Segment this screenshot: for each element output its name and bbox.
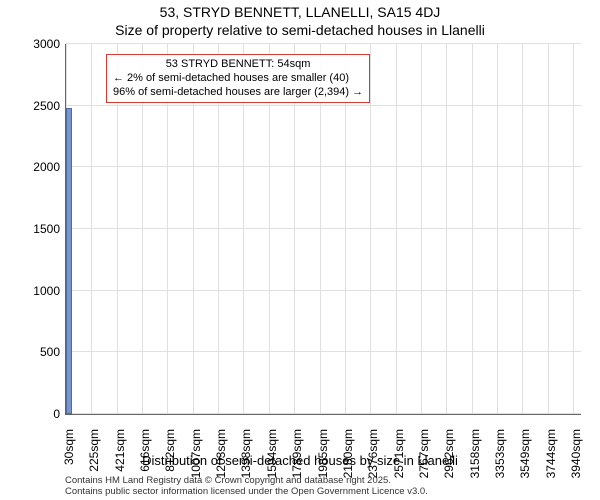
gridline-h	[66, 290, 581, 291]
x-tick-label: 1203sqm	[214, 429, 228, 478]
chart-subtitle: Size of property relative to semi-detach…	[0, 22, 600, 38]
x-tick-label: 2376sqm	[366, 429, 380, 478]
x-tick-label: 3940sqm	[569, 429, 583, 478]
gridline-v	[446, 44, 447, 414]
gridline-v	[396, 44, 397, 414]
y-tick-label: 500	[10, 345, 60, 359]
x-tick-label: 421sqm	[113, 429, 127, 472]
gridline-v	[370, 44, 371, 414]
gridline-h	[66, 166, 581, 167]
x-tick-label: 225sqm	[87, 429, 101, 472]
annotation-line1: 53 STRYD BENNETT: 54sqm	[113, 58, 363, 72]
y-tick-label: 2500	[10, 99, 60, 113]
gridline-v	[91, 44, 92, 414]
x-tick-label: 1985sqm	[316, 429, 330, 478]
y-tick-label: 0	[10, 407, 60, 421]
x-tick-label: 2571sqm	[392, 429, 406, 478]
gridline-v	[573, 44, 574, 414]
annotation-box: 53 STRYD BENNETT: 54sqm ← 2% of semi-det…	[106, 54, 370, 103]
gridline-h	[66, 351, 581, 352]
gridline-v	[421, 44, 422, 414]
x-tick-label: 812sqm	[163, 429, 177, 472]
footer-line2: Contains public sector information licen…	[65, 487, 428, 498]
gridline-h	[66, 105, 581, 106]
x-tick-label: 1398sqm	[239, 429, 253, 478]
x-tick-label: 30sqm	[62, 429, 76, 465]
x-tick-label: 3158sqm	[468, 429, 482, 478]
x-tick-label: 2767sqm	[417, 429, 431, 478]
x-tick-label: 3549sqm	[518, 429, 532, 478]
x-tick-label: 3353sqm	[493, 429, 507, 478]
x-tick-label: 2962sqm	[442, 429, 456, 478]
y-tick-label: 1500	[10, 222, 60, 236]
x-tick-label: 3744sqm	[544, 429, 558, 478]
gridline-v	[548, 44, 549, 414]
x-tick-label: 1789sqm	[290, 429, 304, 478]
x-tick-label: 616sqm	[138, 429, 152, 472]
gridline-v	[497, 44, 498, 414]
annotation-line3: 96% of semi-detached houses are larger (…	[113, 86, 363, 100]
x-tick-label: 1594sqm	[265, 429, 279, 478]
y-tick-label: 2000	[10, 160, 60, 174]
footer-attribution: Contains HM Land Registry data © Crown c…	[65, 476, 428, 498]
plot-area: 53 STRYD BENNETT: 54sqm ← 2% of semi-det…	[65, 44, 581, 415]
x-tick-label: 2180sqm	[341, 429, 355, 478]
property-size-chart: 53, STRYD BENNETT, LLANELLI, SA15 4DJ Si…	[0, 0, 600, 500]
x-tick-label: 1007sqm	[189, 429, 203, 478]
y-tick-label: 1000	[10, 284, 60, 298]
gridline-h	[66, 43, 581, 44]
gridline-v	[472, 44, 473, 414]
chart-title-line1: 53, STRYD BENNETT, LLANELLI, SA15 4DJ	[0, 4, 600, 20]
gridline-v	[522, 44, 523, 414]
gridline-h	[66, 228, 581, 229]
y-tick-label: 3000	[10, 37, 60, 51]
annotation-line2: ← 2% of semi-detached houses are smaller…	[113, 72, 363, 86]
gridline-h	[66, 413, 581, 414]
histogram-bar	[66, 108, 72, 414]
